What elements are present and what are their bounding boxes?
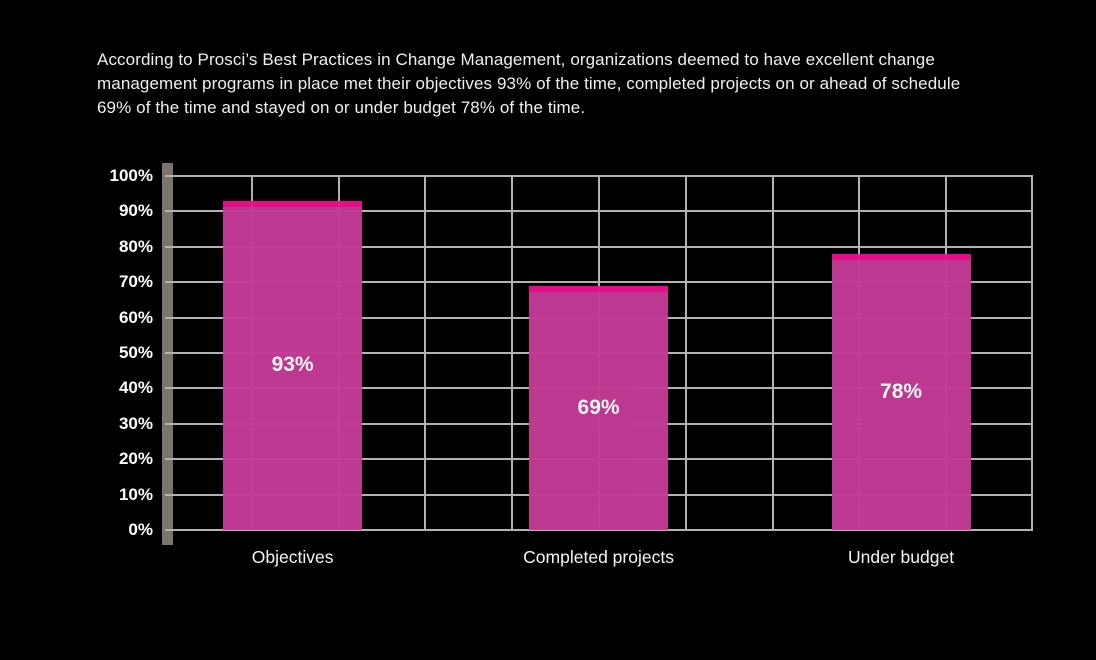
y-axis-tick-label: 0%	[128, 520, 153, 539]
y-axis-line	[162, 163, 173, 545]
bar-value-label: 69%	[577, 395, 620, 419]
bar-objectives: 93%	[223, 200, 363, 530]
x-axis-labels: Objectives Completed projects Under budget	[165, 547, 1033, 571]
y-axis-tick-label: 10%	[118, 484, 153, 504]
y-axis-tick-label: 40%	[118, 378, 153, 398]
bar-top-cap	[831, 253, 971, 260]
gridline-vertical	[771, 176, 774, 530]
y-axis-tick-label: 50%	[118, 343, 153, 362]
plot-area: 93% 69% 78%	[165, 175, 1033, 531]
gridline-horizontal	[165, 529, 1033, 531]
description-line: management programs in place met their o…	[97, 74, 961, 93]
x-axis-category-label: Objectives	[251, 547, 334, 567]
y-axis-tick-label: 60%	[118, 307, 153, 327]
gridline-vertical	[684, 176, 687, 530]
gridline-vertical	[424, 176, 427, 530]
y-axis-tick-label: 70%	[118, 272, 153, 292]
bar-completed-projects: 69%	[529, 285, 669, 530]
bar-top-cap	[529, 285, 669, 292]
description-paragraph: According to Prosci’s Best Practices in …	[97, 48, 1037, 120]
bar-value-label: 78%	[880, 379, 923, 403]
description-line: According to Prosci’s Best Practices in …	[97, 50, 935, 69]
bar-top-cap	[223, 200, 363, 207]
y-axis-tick-label: 90%	[118, 201, 153, 221]
y-axis-tick-label: 80%	[118, 236, 153, 256]
gridline-vertical	[1031, 176, 1033, 530]
y-axis-tick-label: 20%	[118, 449, 153, 469]
x-axis-category-label: Completed projects	[523, 547, 674, 567]
description-line: 69% of the time and stayed on or under b…	[97, 98, 586, 117]
bar-value-label: 93%	[271, 353, 314, 377]
y-axis-tick-label: 30%	[118, 413, 153, 433]
x-axis-category-label: Under budget	[848, 547, 955, 567]
bar-under-budget: 78%	[831, 253, 971, 530]
y-axis-tick-label: 100%	[109, 166, 153, 185]
y-axis-tick-labels: 0% 10% 20% 30% 40% 50% 60% 70% 80% 90% 100%	[70, 166, 153, 539]
gridline-vertical	[511, 176, 514, 530]
